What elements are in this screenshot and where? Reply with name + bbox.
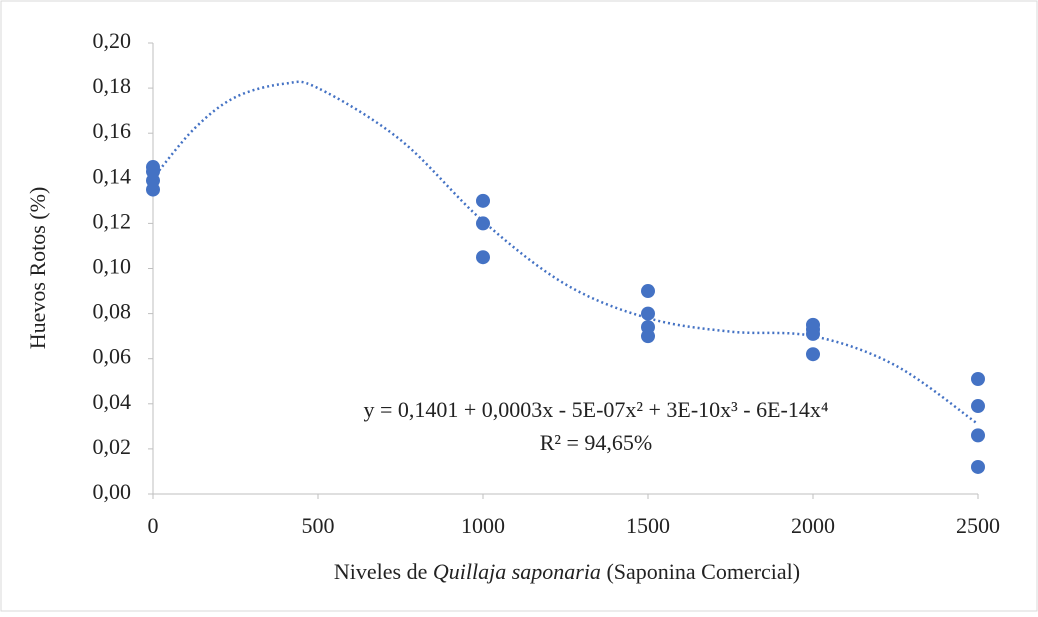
point [971, 399, 985, 414]
x-tick-label: 1000 [461, 513, 505, 538]
y-tick-label: 0,06 [93, 344, 132, 369]
y-tick-label: 0,12 [93, 208, 132, 233]
r-squared: R² = 94,65% [540, 430, 653, 455]
point [806, 347, 820, 362]
point [476, 216, 490, 231]
equation: y = 0,1401 + 0,0003x - 5E-07x² + 3E-10x³… [363, 397, 828, 422]
point [641, 284, 655, 299]
x-tick-label: 500 [302, 513, 335, 538]
x-tick-label: 2000 [791, 513, 835, 538]
y-tick-label: 0,08 [93, 299, 132, 324]
x-tick-label: 2500 [956, 513, 1000, 538]
x-label-part: Niveles de [334, 559, 433, 584]
point [971, 371, 985, 386]
point [146, 182, 160, 197]
x-tick-label: 1500 [626, 513, 670, 538]
x-label-part: Quillaja saponaria [433, 559, 601, 584]
point [476, 250, 490, 265]
point [476, 193, 490, 208]
y-tick-label: 0,10 [93, 254, 132, 279]
y-tick-label: 0,04 [93, 389, 132, 414]
x-label-part: (Saponina Comercial) [601, 559, 800, 584]
y-axis-label: Huevos Rotos (%) [25, 187, 50, 350]
x-tick-label: 0 [148, 513, 159, 538]
y-tick-label: 0,18 [93, 73, 132, 98]
y-tick-label: 0,16 [93, 118, 132, 143]
y-tick-label: 0,20 [93, 28, 132, 53]
x-axis-label: Niveles de Quillaja saponaria (Saponina … [334, 559, 800, 584]
point [641, 329, 655, 344]
y-tick-label: 0,00 [93, 479, 132, 504]
y-tick-label: 0,14 [93, 163, 132, 188]
point [971, 459, 985, 474]
point [806, 326, 820, 341]
point [641, 306, 655, 321]
y-tick-label: 0,02 [93, 434, 132, 459]
point [971, 428, 985, 443]
